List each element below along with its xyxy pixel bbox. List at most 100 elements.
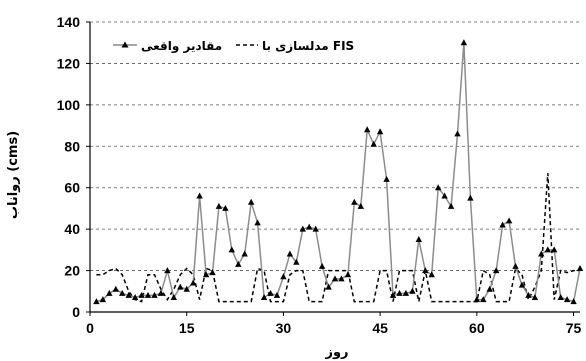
data-point-observed xyxy=(415,236,422,242)
data-point-observed xyxy=(454,130,461,137)
y-tick-label: 100 xyxy=(57,97,81,113)
y-tick-label: 0 xyxy=(72,304,80,320)
y-tick-label: 80 xyxy=(64,138,80,154)
data-point-observed xyxy=(267,289,274,296)
data-point-observed xyxy=(306,223,313,230)
data-point-observed xyxy=(396,289,403,296)
x-tick-label: 30 xyxy=(276,320,292,336)
data-point-observed xyxy=(357,202,364,209)
data-point-observed xyxy=(551,246,558,253)
legend-fis-label: مدلسازی با FIS xyxy=(262,39,354,53)
x-axis-label: روز xyxy=(324,345,348,360)
data-point-observed xyxy=(505,217,513,224)
data-point-observed xyxy=(383,175,390,182)
data-point-observed xyxy=(428,271,435,278)
legend-observed-label: مقادیر واقعی xyxy=(141,39,222,54)
data-point-observed xyxy=(260,294,268,300)
data-point-observed xyxy=(286,250,294,257)
x-tick-label: 0 xyxy=(86,320,94,336)
data-point-observed xyxy=(228,246,235,253)
x-tick-label: 75 xyxy=(566,320,582,336)
data-point-observed xyxy=(467,194,474,201)
data-point-observed xyxy=(293,258,300,265)
y-tick-label: 120 xyxy=(57,55,81,71)
data-point-observed xyxy=(338,275,345,282)
data-point-observed xyxy=(563,296,571,303)
data-point-observed xyxy=(151,291,158,298)
data-point-observed xyxy=(531,294,539,300)
data-point-observed xyxy=(241,250,248,257)
data-point-observed xyxy=(389,291,397,298)
x-tick-label: 15 xyxy=(179,320,195,336)
data-point-observed xyxy=(157,289,165,296)
data-point-observed xyxy=(254,219,261,226)
data-point-observed xyxy=(570,298,577,305)
data-point-observed xyxy=(312,225,319,232)
data-point-observed xyxy=(183,285,190,292)
x-tick-label: 45 xyxy=(372,320,388,336)
tick-labels: 0 20 40 60 80 100 120 140 0 15 30 45 60 75 xyxy=(57,14,582,336)
data-point-observed xyxy=(538,250,545,257)
data-point-observed xyxy=(177,283,184,290)
series-group xyxy=(93,39,584,305)
series-line-fis xyxy=(96,173,580,303)
data-point-observed xyxy=(351,198,358,205)
data-point-observed xyxy=(344,271,352,278)
data-point-observed xyxy=(499,221,506,228)
data-point-observed xyxy=(480,296,487,303)
data-point-observed xyxy=(222,204,229,211)
data-point-observed xyxy=(112,285,119,292)
data-point-observed xyxy=(125,291,132,298)
data-point-observed xyxy=(99,296,107,303)
series-line-observed xyxy=(96,42,581,303)
data-point-observed xyxy=(435,184,442,191)
data-point-observed xyxy=(486,285,493,292)
data-point-observed xyxy=(190,279,197,286)
data-point-observed xyxy=(576,265,584,271)
data-point-observed xyxy=(512,262,519,269)
data-point-observed xyxy=(544,246,551,253)
data-point-observed xyxy=(325,283,332,290)
data-point-observed xyxy=(196,192,203,199)
axes xyxy=(86,21,580,316)
y-tick-label: 140 xyxy=(57,14,81,30)
x-tick-label: 60 xyxy=(469,320,485,336)
legend: مدلسازی با FIS مقادیر واقعی xyxy=(113,39,354,54)
data-point-observed xyxy=(318,262,326,269)
data-point-observed xyxy=(138,291,145,298)
data-point-observed xyxy=(331,275,339,282)
data-point-observed xyxy=(215,202,223,209)
data-point-observed xyxy=(402,289,410,296)
data-point-observed xyxy=(235,260,242,267)
data-point-observed xyxy=(370,140,377,147)
data-point-observed xyxy=(144,291,152,298)
data-point-observed xyxy=(248,198,255,205)
y-tick-label: 60 xyxy=(64,180,80,196)
data-point-observed xyxy=(441,192,448,199)
data-point-observed xyxy=(376,128,384,135)
data-point-observed xyxy=(460,39,468,46)
data-point-observed xyxy=(299,225,306,232)
data-point-observed xyxy=(422,267,429,274)
data-point-observed xyxy=(518,281,526,288)
data-point-observed xyxy=(525,291,532,298)
y-tick-label: 40 xyxy=(64,221,80,237)
y-tick-label: 20 xyxy=(64,263,80,279)
data-point-observed xyxy=(273,291,281,298)
data-point-observed xyxy=(209,269,216,276)
data-point-observed xyxy=(164,267,171,274)
data-point-observed xyxy=(106,289,113,296)
data-point-observed xyxy=(557,294,564,300)
legend-observed-marker xyxy=(121,41,129,48)
data-point-observed xyxy=(447,202,455,209)
data-point-observed xyxy=(409,287,416,294)
data-point-observed xyxy=(131,294,139,300)
data-point-observed xyxy=(493,267,500,274)
y-axis-label: رواناب (cms) xyxy=(6,131,21,219)
data-point-observed xyxy=(202,271,210,278)
data-point-observed xyxy=(280,273,287,280)
data-point-observed xyxy=(170,294,177,300)
data-point-observed xyxy=(473,296,480,303)
gridlines xyxy=(90,21,580,271)
